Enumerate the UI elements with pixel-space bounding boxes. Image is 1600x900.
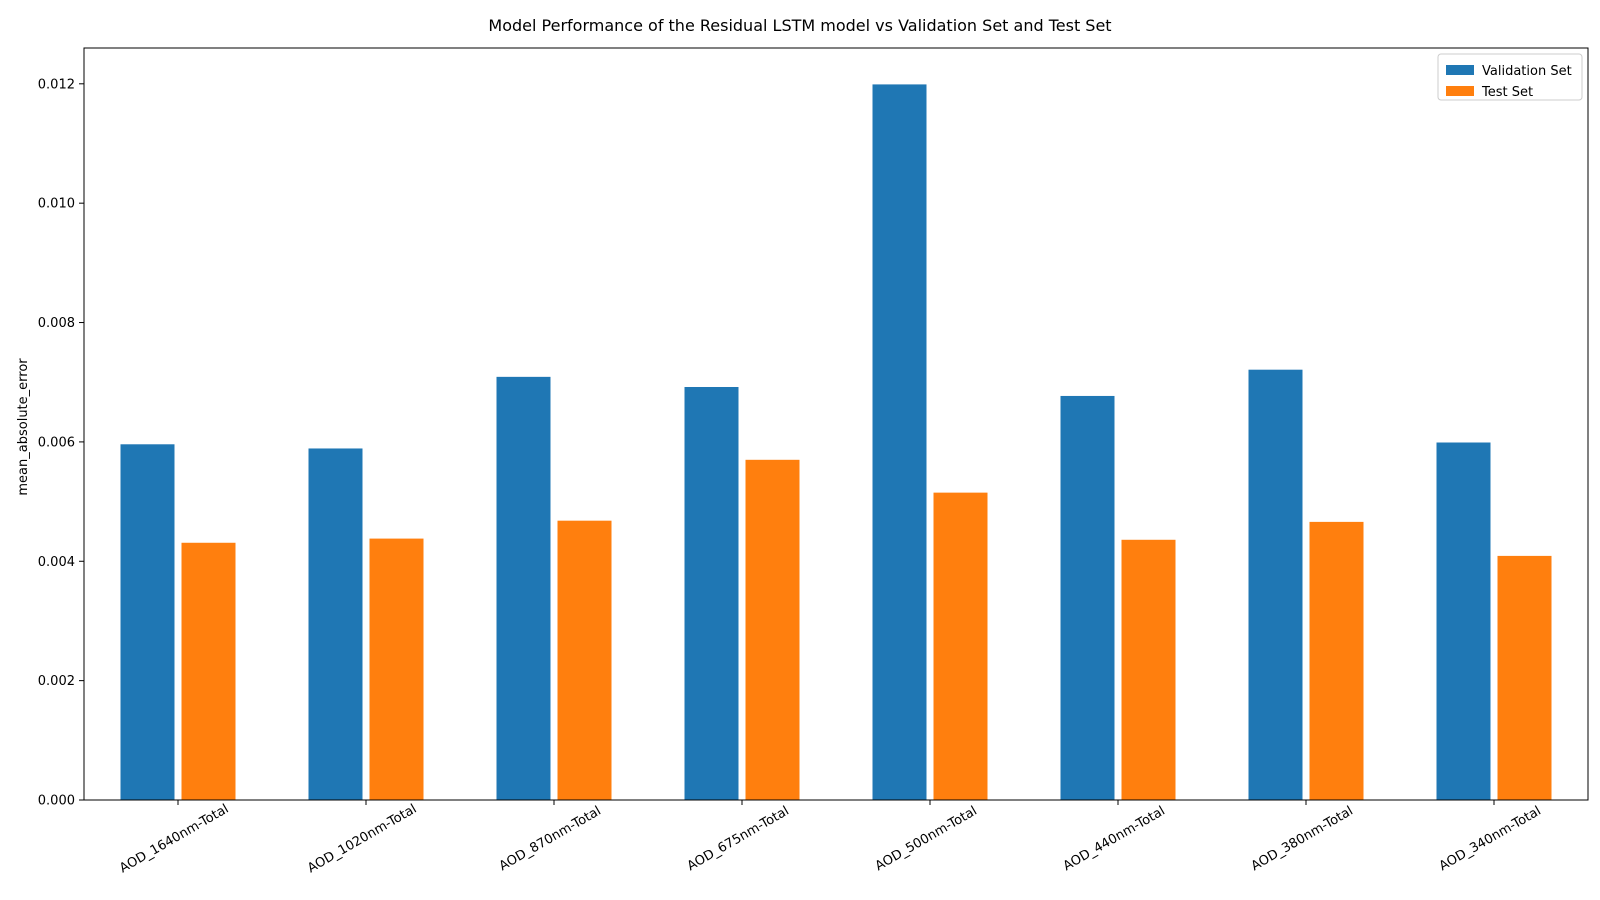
y-tick-label: 0.002: [38, 674, 75, 689]
x-tick-label: AOD_870nm-Total: [497, 804, 604, 874]
bar-test-1: [369, 538, 424, 800]
legend-label-test: Test Set: [1481, 85, 1533, 100]
chart-title: Model Performance of the Residual LSTM m…: [488, 16, 1111, 35]
legend-label-validation: Validation Set: [1482, 64, 1572, 79]
y-tick-label: 0.000: [38, 794, 75, 809]
bar-test-2: [557, 520, 612, 800]
y-tick-label: 0.006: [38, 435, 75, 450]
y-tick-label: 0.010: [38, 197, 75, 212]
y-axis: 0.000 0.002 0.004 0.006 0.008 0.010 0.012: [38, 77, 84, 809]
bar-test-3: [745, 459, 800, 800]
bar-validation-7: [1436, 442, 1491, 800]
y-axis-label: mean_absolute_error: [16, 358, 31, 496]
x-axis: AOD_1640nm-Total AOD_1020nm-Total AOD_870n…: [117, 800, 1544, 876]
x-tick-label: AOD_675nm-Total: [685, 804, 792, 874]
y-tick-label: 0.012: [38, 77, 75, 92]
bar-test-4: [933, 492, 988, 800]
bar-validation-1: [308, 448, 363, 800]
x-tick-label: AOD_500nm-Total: [873, 804, 980, 874]
bar-validation-6: [1248, 369, 1303, 800]
x-tick-label: AOD_1020nm-Total: [305, 802, 419, 877]
legend-swatch-validation: [1446, 65, 1474, 75]
y-tick-label: 0.008: [38, 316, 75, 331]
plot-frame: [83, 47, 1589, 801]
bar-validation-0: [120, 444, 175, 800]
bars-group: [120, 84, 1552, 800]
x-tick-label: AOD_340nm-Total: [1437, 804, 1544, 874]
bar-test-6: [1309, 521, 1364, 800]
bar-validation-3: [684, 386, 739, 800]
bar-test-0: [181, 542, 236, 800]
y-tick-label: 0.004: [38, 555, 75, 570]
legend: Validation Set Test Set: [1437, 53, 1583, 101]
bar-validation-2: [496, 376, 551, 800]
legend-swatch-test: [1446, 86, 1474, 96]
bar-validation-4: [872, 84, 927, 800]
bar-test-5: [1121, 539, 1176, 800]
x-tick-label: AOD_440nm-Total: [1061, 804, 1168, 874]
bar-test-7: [1497, 555, 1552, 800]
x-tick-label: AOD_380nm-Total: [1249, 804, 1356, 874]
x-tick-label: AOD_1640nm-Total: [117, 802, 231, 877]
bar-validation-5: [1060, 395, 1115, 800]
